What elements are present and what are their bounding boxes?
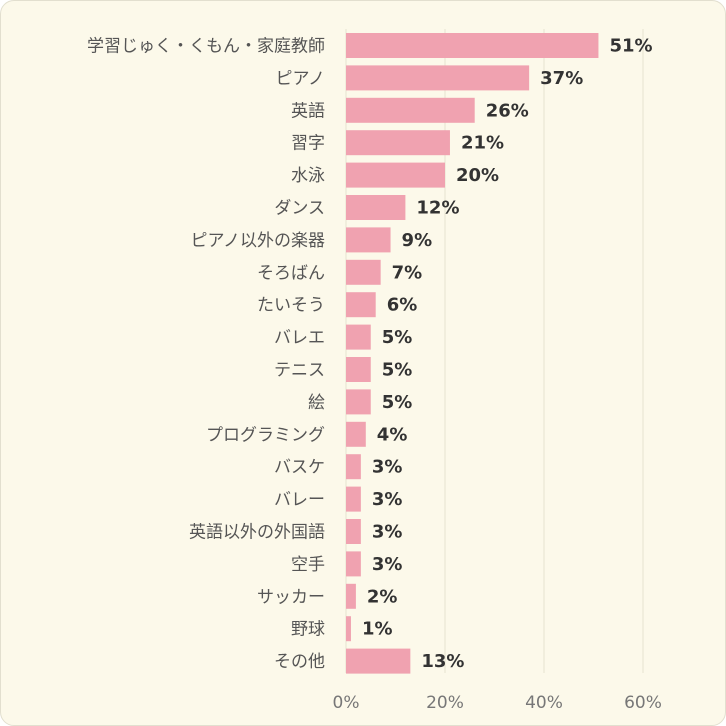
bar xyxy=(346,648,411,674)
bar xyxy=(346,162,445,188)
category-label: 水泳 xyxy=(291,166,325,186)
bar xyxy=(346,259,381,285)
data-label: 21% xyxy=(461,133,504,154)
category-label: そろばん xyxy=(257,263,325,283)
data-label: 37% xyxy=(540,68,583,89)
x-tick-label: 60% xyxy=(624,693,662,713)
bar xyxy=(346,324,371,350)
category-label: バスケ xyxy=(274,458,325,478)
data-label: 3% xyxy=(372,554,403,575)
data-label: 6% xyxy=(387,295,418,316)
data-label: 12% xyxy=(416,198,459,219)
data-label: 4% xyxy=(377,424,408,445)
category-label: テニス xyxy=(274,361,325,381)
x-tick-label: 40% xyxy=(525,693,563,713)
data-label: 3% xyxy=(372,522,403,543)
bar xyxy=(346,583,356,609)
data-label: 3% xyxy=(372,457,403,478)
data-label: 2% xyxy=(367,586,398,607)
data-label: 5% xyxy=(382,327,413,348)
data-label: 51% xyxy=(609,36,652,57)
x-tick-label: 20% xyxy=(426,693,464,713)
data-label: 13% xyxy=(421,651,464,672)
bar xyxy=(346,195,406,220)
x-tick-label: 0% xyxy=(333,693,360,713)
category-label: 英語 xyxy=(291,101,325,121)
bar xyxy=(346,130,450,156)
category-label: バレエ xyxy=(274,328,325,348)
data-label: 20% xyxy=(456,165,499,186)
category-label: ピアノ xyxy=(276,69,325,89)
bar xyxy=(346,65,530,91)
bar xyxy=(346,357,371,382)
category-label: 空手 xyxy=(291,555,325,575)
bar xyxy=(346,97,475,123)
data-label: 5% xyxy=(382,360,413,381)
data-label: 5% xyxy=(382,392,413,413)
bar xyxy=(346,292,376,318)
category-label: 習字 xyxy=(291,134,325,154)
category-label: その他 xyxy=(274,652,325,672)
bar xyxy=(346,519,361,544)
data-label: 1% xyxy=(362,619,393,640)
category-label: サッカー xyxy=(257,587,325,607)
data-label: 26% xyxy=(486,100,529,121)
bar xyxy=(346,486,361,512)
bar xyxy=(346,616,351,642)
category-label: 学習じゅく・くもん・家庭教師 xyxy=(87,37,325,57)
bar xyxy=(346,389,371,415)
data-label: 3% xyxy=(372,489,403,510)
category-label: たいそう xyxy=(257,296,325,316)
category-label: プログラミング xyxy=(206,425,325,445)
category-label: 野球 xyxy=(291,620,325,640)
category-label: 英語以外の外国語 xyxy=(189,523,325,543)
bar xyxy=(346,454,361,480)
category-label: ダンス xyxy=(274,199,325,219)
category-label: ピアノ以外の楽器 xyxy=(191,231,325,251)
category-label: バレー xyxy=(274,490,325,510)
bar xyxy=(346,33,599,58)
bar xyxy=(346,551,361,577)
bar xyxy=(346,421,366,447)
bar xyxy=(346,227,391,253)
data-label: 9% xyxy=(402,230,433,251)
data-label: 7% xyxy=(392,262,423,283)
category-label: 絵 xyxy=(308,393,325,413)
